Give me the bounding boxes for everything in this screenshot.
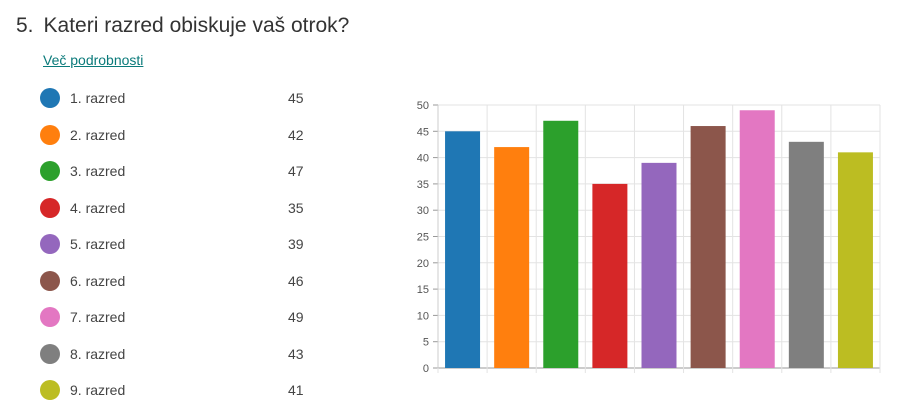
bar-5 bbox=[641, 162, 677, 368]
y-tick-label: 30 bbox=[417, 205, 429, 217]
y-tick-label: 20 bbox=[417, 258, 429, 270]
bar-9 bbox=[837, 152, 873, 368]
legend-label: 6. razred bbox=[70, 272, 126, 289]
legend-count: 39 bbox=[288, 236, 304, 253]
legend-count: 46 bbox=[288, 272, 304, 289]
bar-1 bbox=[445, 131, 481, 368]
legend-label: 1. razred bbox=[70, 90, 126, 107]
legend-item: 5. razred 39 bbox=[40, 226, 310, 263]
legend-item: 2. razred 42 bbox=[40, 117, 310, 154]
legend-item: 6. razred 46 bbox=[40, 263, 310, 300]
legend-count: 49 bbox=[288, 309, 304, 326]
legend-color-dot bbox=[40, 380, 60, 401]
bar-7 bbox=[739, 110, 775, 368]
y-tick-label: 40 bbox=[417, 153, 429, 165]
legend-color-dot bbox=[40, 270, 60, 291]
y-tick-label: 0 bbox=[423, 363, 429, 375]
y-tick-label: 35 bbox=[417, 179, 429, 191]
legend-color-dot bbox=[40, 197, 60, 218]
y-tick-label: 15 bbox=[417, 284, 429, 296]
legend: 1. razred 45 2. razred 42 3. razred 47 4. razr… bbox=[40, 80, 310, 409]
legend-color-dot bbox=[40, 124, 60, 145]
bar-chart: 0 5 10 15 20 25 30 35 40 45 50 bbox=[417, 100, 881, 375]
legend-count: 41 bbox=[288, 382, 304, 399]
legend-label: 2. razred bbox=[70, 126, 126, 143]
legend-item: 3. razred 47 bbox=[40, 153, 310, 190]
legend-item: 4. razred 35 bbox=[40, 190, 310, 227]
legend-color-dot bbox=[40, 88, 60, 109]
y-tick-label: 5 bbox=[423, 337, 429, 349]
legend-count: 47 bbox=[288, 163, 304, 180]
legend-color-dot bbox=[40, 161, 60, 182]
question-text: Kateri razred obiskuje vaš otrok? bbox=[43, 14, 350, 37]
legend-color-dot bbox=[40, 234, 60, 255]
legend-color-dot bbox=[40, 307, 60, 328]
bar-2 bbox=[494, 147, 530, 368]
legend-count: 35 bbox=[288, 199, 304, 216]
legend-count: 42 bbox=[288, 126, 304, 143]
legend-item: 7. razred 49 bbox=[40, 299, 310, 336]
legend-item: 8. razred 43 bbox=[40, 336, 310, 373]
legend-color-dot bbox=[40, 343, 60, 364]
y-tick-label: 10 bbox=[417, 310, 429, 322]
legend-label: 4. razred bbox=[70, 199, 126, 216]
y-tick-label: 25 bbox=[417, 232, 429, 244]
more-details-link[interactable]: Več podrobnosti bbox=[43, 52, 144, 68]
y-tick-label: 45 bbox=[417, 126, 429, 138]
y-tick-label: 50 bbox=[417, 100, 429, 112]
legend-label: 8. razred bbox=[70, 345, 126, 362]
legend-count: 43 bbox=[288, 345, 304, 362]
legend-label: 5. razred bbox=[70, 236, 126, 253]
question-number: 5. bbox=[16, 14, 34, 37]
bar-6 bbox=[690, 126, 726, 368]
legend-item: 1. razred 45 bbox=[40, 80, 310, 117]
legend-item: 9. razred 41 bbox=[40, 372, 310, 409]
bar-8 bbox=[788, 141, 824, 368]
legend-label: 3. razred bbox=[70, 163, 126, 180]
bar-3 bbox=[543, 120, 579, 368]
question-title: 5. Kateri razred obiskuje vaš otrok? bbox=[16, 14, 349, 38]
legend-label: 9. razred bbox=[70, 382, 126, 399]
legend-count: 45 bbox=[288, 90, 304, 107]
bar-4 bbox=[592, 183, 628, 368]
legend-label: 7. razred bbox=[70, 309, 126, 326]
